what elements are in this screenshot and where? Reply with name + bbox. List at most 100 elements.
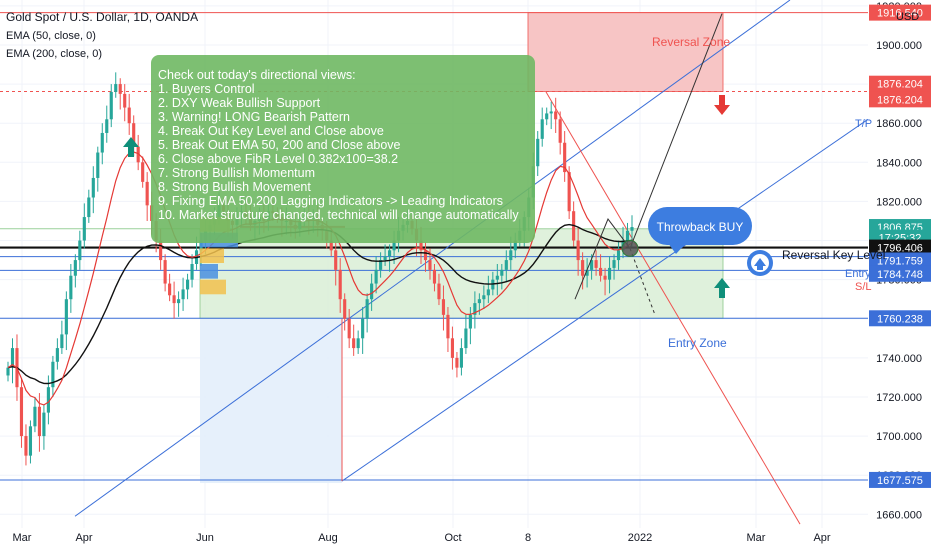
price-tag [869, 265, 931, 282]
candle-body [554, 111, 558, 120]
note-background [151, 55, 535, 243]
price-tag-label: 1760.238 [877, 313, 923, 325]
directional-views-note[interactable]: Check out today's directional views: 1. … [151, 55, 535, 243]
price-tick-label: 1660.000 [876, 509, 922, 521]
note-line: 4. Break Out Key Level and Close above [158, 124, 384, 138]
up-arrow-stem [757, 265, 763, 270]
price-tag-label: 1791.759 [877, 255, 923, 267]
price-tag [869, 75, 931, 92]
candle-body [630, 227, 634, 231]
candle-body [141, 162, 145, 182]
candle-body [464, 328, 468, 349]
indicator-ema50[interactable]: EMA (50, close, 0) [6, 30, 96, 42]
price-tag [869, 252, 931, 269]
candle-body [127, 107, 131, 124]
candle-body [374, 269, 378, 284]
indicator-ema200[interactable]: EMA (200, close, 0) [6, 48, 102, 60]
price-tag-label: 1796.406 [877, 243, 923, 255]
candle-body [370, 283, 374, 300]
candle-body [24, 436, 28, 456]
candle-body [576, 240, 580, 261]
candle-body [581, 260, 585, 276]
candle-body [392, 240, 396, 251]
candle-body [513, 240, 517, 251]
throwback-label: Throwback BUY [657, 220, 744, 234]
candle-body [87, 197, 91, 218]
candle-body [334, 250, 338, 270]
candle-body [594, 260, 598, 268]
red-down-arrow-icon-stem [719, 95, 725, 105]
candle-body [177, 299, 181, 304]
note-line: 6. Close above FibR Level 0.382x100=38.2 [158, 152, 398, 166]
lower-trendline [341, 118, 869, 482]
price-tick-label: 1700.000 [876, 431, 922, 443]
time-tick-label: Oct [444, 532, 461, 544]
candle-body [159, 240, 163, 261]
price-tag-label: 1784.748 [877, 269, 923, 281]
time-tick-label: Mar [13, 532, 32, 544]
price-tick-label: 1860.000 [876, 118, 922, 130]
candle-body [82, 217, 86, 241]
candle-body [28, 426, 33, 456]
candle-body [185, 279, 190, 290]
candle-body [46, 387, 50, 413]
reversal-zone-box[interactable] [527, 12, 724, 92]
price-tag [869, 239, 931, 256]
candle-body [379, 260, 383, 270]
candle-body [446, 314, 450, 339]
note-line: 5. Break Out EMA 50, 200 and Close above [158, 138, 401, 152]
candle-body [473, 303, 477, 315]
candle-body [6, 367, 10, 376]
candle-body [455, 357, 459, 368]
candle-body [105, 119, 109, 133]
green-up-arrow-icon [714, 278, 730, 288]
candle-body [329, 240, 333, 251]
currency-label[interactable]: USD [896, 11, 919, 23]
candle-body [123, 93, 127, 108]
candle-body [168, 283, 172, 296]
note-line: 1. Buyers Control [158, 82, 255, 96]
throwback-buy-callout[interactable]: Throwback BUY [648, 207, 752, 254]
candle-body [590, 260, 594, 270]
time-tick-label: Mar [747, 532, 766, 544]
down-trendline [545, 91, 801, 525]
reversal-key-level-marker[interactable]: Reversal Key Level [747, 248, 885, 276]
entry-point-marker [621, 239, 639, 257]
candle-body [540, 119, 544, 139]
profile-bar [200, 279, 226, 295]
candle-body [10, 348, 15, 368]
time-tick-label: Aug [318, 532, 338, 544]
chart-title: Gold Spot / U.S. Dollar, 1D, OANDA [6, 10, 198, 24]
candle-body [585, 269, 589, 276]
note-line: 8. Strong Bullish Movement [158, 180, 311, 194]
candle-body [504, 260, 508, 270]
candle-body [625, 230, 630, 241]
candle-body [352, 338, 356, 349]
fib-shade-region [200, 318, 342, 484]
price-tag [869, 471, 931, 488]
time-axis[interactable]: Mar Apr Jun Aug Oct 8 2022 Mar Apr [0, 528, 868, 550]
candle-body [60, 334, 64, 349]
candle-body [612, 260, 616, 268]
note-line: 9. Fixing EMA 50,200 Lagging Indicators … [158, 194, 503, 208]
candle-body [536, 138, 540, 167]
candle-body [132, 123, 136, 147]
candle-body [163, 260, 167, 284]
candle-body [96, 152, 100, 178]
price-labels: 1916.5401876.2041876.2041806.87517:25:32… [869, 4, 931, 488]
up-arrow-icon [754, 258, 766, 266]
candle-body [383, 256, 387, 261]
candle-body [468, 314, 472, 329]
candle-body [78, 240, 82, 261]
candle-body [172, 295, 176, 304]
callout-bubble [648, 207, 752, 245]
profile-bar [200, 264, 218, 279]
upper-trendline [74, 0, 791, 517]
candle-body [482, 295, 486, 300]
candle-body [114, 84, 118, 92]
price-tag-label: 1916.540 [877, 8, 923, 20]
candle-body [428, 260, 432, 270]
note-line: 3. Warning! LONG Bearish Pattern [158, 110, 350, 124]
candle-body [545, 113, 549, 120]
